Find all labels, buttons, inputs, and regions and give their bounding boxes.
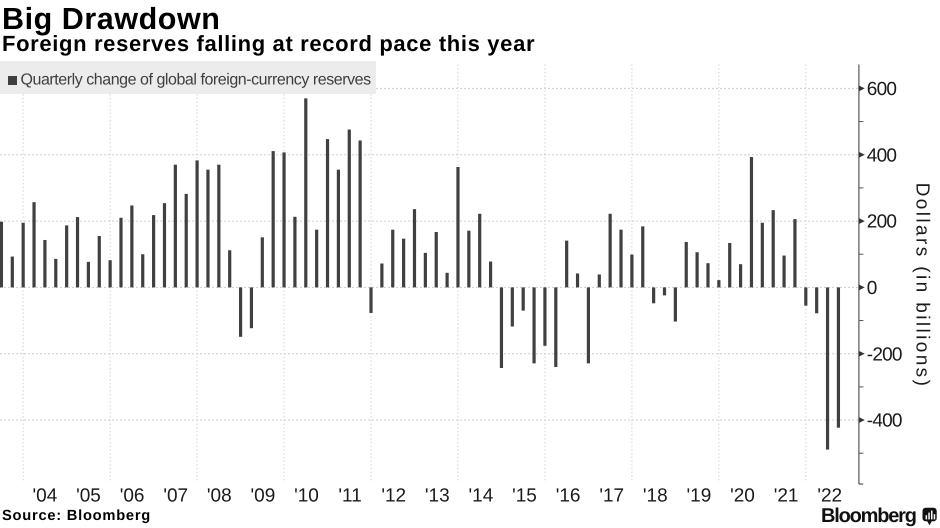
svg-text:-400: -400 (867, 411, 902, 432)
svg-text:'06: '06 (120, 485, 145, 506)
svg-text:400: 400 (867, 145, 897, 166)
svg-text:'22: '22 (817, 485, 842, 506)
svg-text:'07: '07 (163, 485, 188, 506)
svg-text:'21: '21 (774, 485, 799, 506)
svg-text:'15: '15 (512, 485, 537, 506)
svg-text:'20: '20 (730, 485, 755, 506)
svg-text:'12: '12 (381, 485, 406, 506)
svg-text:'19: '19 (687, 485, 712, 506)
svg-text:'08: '08 (207, 485, 232, 506)
svg-text:'05: '05 (76, 485, 101, 506)
svg-text:'13: '13 (425, 485, 450, 506)
svg-text:Dollars (in billions): Dollars (in billions) (911, 183, 932, 389)
svg-text:0: 0 (867, 278, 877, 299)
svg-text:'14: '14 (469, 485, 494, 506)
svg-text:Quarterly change of global for: Quarterly change of global foreign-curre… (21, 72, 372, 89)
svg-text:'10: '10 (294, 485, 319, 506)
svg-text:-200: -200 (867, 344, 902, 365)
svg-text:200: 200 (867, 212, 897, 233)
svg-text:'09: '09 (251, 485, 276, 506)
svg-text:'18: '18 (643, 485, 668, 506)
svg-text:'17: '17 (599, 485, 624, 506)
svg-text:'16: '16 (556, 485, 581, 506)
svg-text:'11: '11 (338, 485, 361, 506)
svg-text:600: 600 (867, 79, 897, 100)
svg-text:'04: '04 (33, 485, 58, 506)
